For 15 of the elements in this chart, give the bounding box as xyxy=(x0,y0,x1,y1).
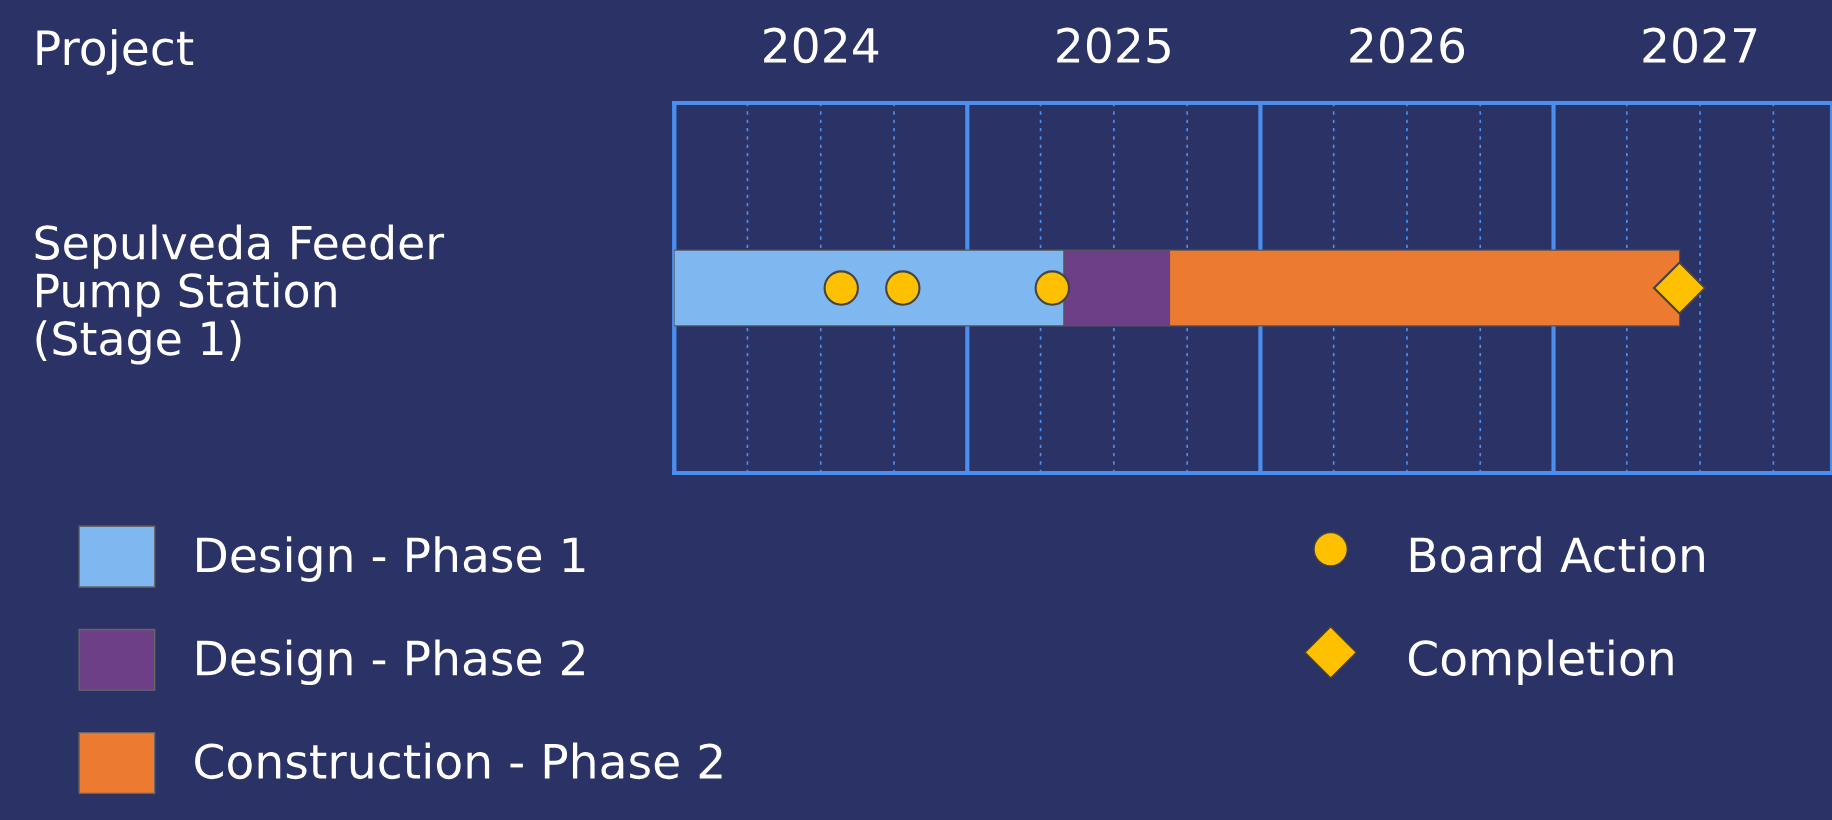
point xyxy=(885,270,921,306)
legend-label: Design - Phase 2 xyxy=(197,639,584,686)
point xyxy=(1653,261,1707,315)
x-tick-label: 2025 xyxy=(1057,27,1170,64)
x-tick-label: 2024 xyxy=(764,27,879,64)
legend-label: Completion xyxy=(1408,639,1673,686)
legend-label: Board Action xyxy=(1410,536,1704,573)
point xyxy=(1034,270,1071,306)
y-tick-label: Sepulveda Feeder Pump Station (Stage 1) xyxy=(35,224,445,365)
x-tick-label: 2027 xyxy=(1643,27,1757,64)
legend-label: Construction - Phase 2 xyxy=(195,742,722,780)
x-tick-label: 2026 xyxy=(1350,27,1465,64)
y-axis-title: Project xyxy=(37,29,194,75)
point xyxy=(823,270,859,306)
legend-label: Design - Phase 1 xyxy=(197,536,585,582)
